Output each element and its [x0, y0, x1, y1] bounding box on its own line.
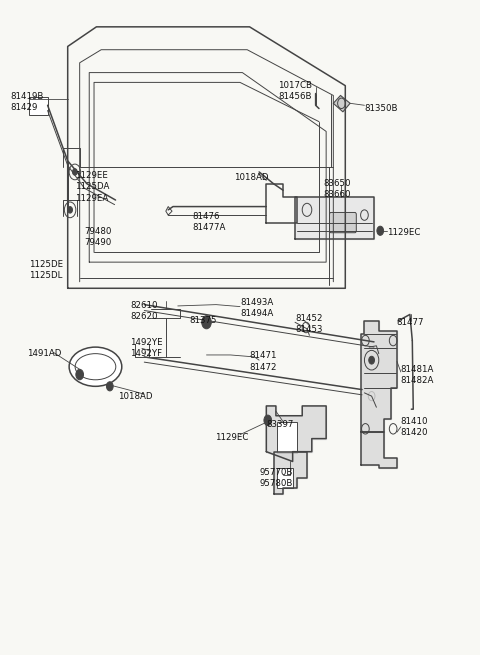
- FancyBboxPatch shape: [29, 97, 48, 115]
- Text: 1125DE
1125DL: 1125DE 1125DL: [29, 260, 63, 280]
- Text: 1492YE
1492YF: 1492YE 1492YF: [130, 339, 163, 358]
- Text: 79480
79490: 79480 79490: [84, 227, 112, 248]
- Text: 81375: 81375: [190, 316, 217, 326]
- Circle shape: [72, 169, 77, 175]
- Text: 1129EE
1125DA
1129EA: 1129EE 1125DA 1129EA: [75, 172, 109, 202]
- FancyBboxPatch shape: [277, 422, 298, 453]
- Circle shape: [377, 226, 384, 235]
- Polygon shape: [333, 96, 350, 112]
- Polygon shape: [266, 406, 326, 462]
- Text: 81410
81420: 81410 81420: [401, 417, 428, 437]
- Polygon shape: [360, 321, 397, 432]
- Text: 81471
81472: 81471 81472: [250, 352, 277, 371]
- Text: 82610
82620: 82610 82620: [130, 301, 157, 321]
- Text: 83397: 83397: [266, 420, 294, 429]
- Circle shape: [68, 206, 72, 213]
- Text: 81419B
81429: 81419B 81429: [10, 92, 44, 112]
- Circle shape: [264, 415, 272, 426]
- Circle shape: [202, 316, 211, 329]
- Text: 1017CB
81456B: 1017CB 81456B: [278, 81, 312, 101]
- Text: 1018AD: 1018AD: [118, 392, 153, 401]
- Text: 81493A
81494A: 81493A 81494A: [240, 298, 273, 318]
- Text: 81481A
81482A: 81481A 81482A: [401, 365, 434, 384]
- Text: 1129EC: 1129EC: [215, 433, 248, 442]
- Polygon shape: [274, 452, 307, 494]
- Circle shape: [76, 369, 84, 380]
- Text: 1491AD: 1491AD: [27, 349, 61, 358]
- Text: 1129EC: 1129EC: [387, 228, 421, 237]
- Text: 83650
83660: 83650 83660: [324, 179, 351, 199]
- Text: 1018AD: 1018AD: [234, 173, 269, 181]
- Text: 81476
81477A: 81476 81477A: [192, 212, 226, 232]
- Circle shape: [369, 356, 374, 364]
- FancyBboxPatch shape: [329, 212, 356, 233]
- Ellipse shape: [69, 347, 122, 386]
- Text: 81350B: 81350B: [364, 104, 398, 113]
- FancyBboxPatch shape: [277, 468, 293, 487]
- Text: 81477: 81477: [396, 318, 423, 327]
- Polygon shape: [295, 196, 374, 238]
- Text: 81452
81453: 81452 81453: [295, 314, 323, 334]
- Circle shape: [107, 382, 113, 391]
- Polygon shape: [360, 432, 397, 468]
- Text: 95770B
95780B: 95770B 95780B: [259, 468, 292, 488]
- Ellipse shape: [75, 354, 116, 380]
